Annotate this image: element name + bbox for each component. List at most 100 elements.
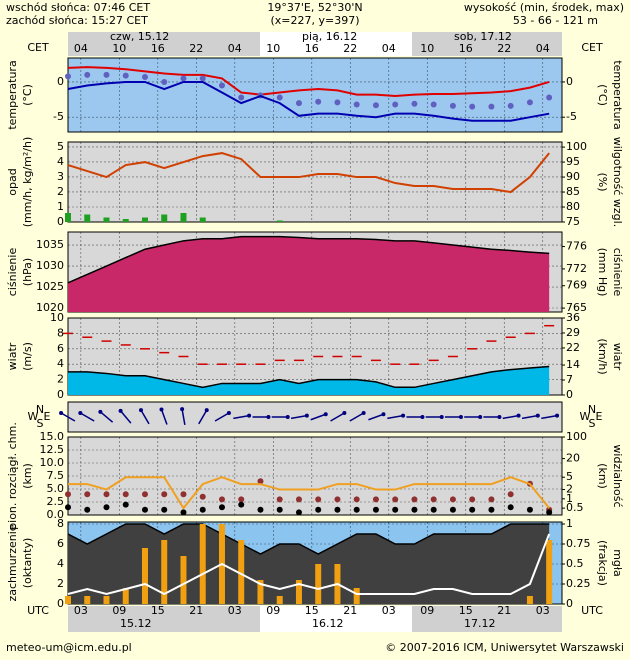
wind-arrow <box>310 413 326 421</box>
bar <box>257 580 264 604</box>
y2-tick-label: 22 <box>566 341 580 354</box>
dot <box>507 491 514 498</box>
wind-arrow <box>290 414 307 420</box>
wind-arrow-head <box>78 411 83 415</box>
y-axis-label: wiatr <box>6 342 19 370</box>
utc-tick-label: 15 <box>305 604 319 617</box>
y2-tick-label: 29 <box>566 326 580 339</box>
wind-arrow-head <box>535 413 540 418</box>
bar <box>161 214 168 222</box>
compass-label: S <box>589 417 596 430</box>
bar <box>103 596 110 604</box>
y-tick-label: 10.0 <box>40 456 65 469</box>
dot <box>334 506 341 513</box>
panel <box>67 57 563 133</box>
y2-tick-label: 1 <box>566 517 573 530</box>
bar <box>103 217 110 222</box>
dot <box>103 71 110 78</box>
y2-tick-label: 36 <box>566 311 580 324</box>
day-band <box>412 32 562 56</box>
compass-label: S <box>37 417 44 430</box>
dot <box>122 491 129 498</box>
cet-tick-label: 04 <box>74 42 88 55</box>
area <box>68 236 550 312</box>
wind-arrow <box>349 412 365 422</box>
wind-arrow-head <box>204 408 209 413</box>
dot <box>161 491 168 498</box>
utc-tick-label: 03 <box>74 604 88 617</box>
utc-tick-label: 09 <box>420 604 434 617</box>
day-label: czw, 15.12 <box>110 30 169 43</box>
y2-tick-label: 769 <box>566 279 587 292</box>
bar <box>141 548 148 604</box>
y-tick-label: 2 <box>57 577 64 590</box>
dot <box>257 478 264 485</box>
dot <box>430 101 437 108</box>
wind-arrow-head <box>180 407 185 412</box>
y-axis-label: pion. rozciągł. chm. <box>6 422 19 530</box>
wind-arrow <box>387 414 404 420</box>
y-axis-label: (m/s) <box>21 342 34 371</box>
dot <box>507 102 514 109</box>
line <box>67 533 551 596</box>
dot <box>103 504 110 511</box>
dot <box>238 501 245 508</box>
dot <box>334 99 341 106</box>
dot <box>353 506 360 513</box>
y2-axis-label: (%) <box>596 172 609 191</box>
bar <box>199 524 206 604</box>
wind-arrow-head <box>266 415 271 419</box>
cet-tick-label: 04 <box>228 42 242 55</box>
day-band <box>260 32 412 56</box>
wind-arrow-head <box>323 412 328 417</box>
utc-tick-label: 09 <box>112 604 126 617</box>
dot <box>141 491 148 498</box>
y-axis-label: (oktanty) <box>21 538 34 589</box>
bar <box>546 540 553 604</box>
sunrise: wschód słońca: 07:46 CET <box>6 1 150 14</box>
wind-arrow-head <box>285 415 290 419</box>
y-tick-label: 1025 <box>36 280 64 293</box>
utc-tick-label: 15 <box>459 604 473 617</box>
bar <box>238 540 245 604</box>
wind-arrow-head <box>516 413 521 418</box>
dot <box>141 74 148 81</box>
y-tick-label: 0 <box>57 597 64 610</box>
y2-tick-label: 85 <box>566 185 580 198</box>
y-tick-label: 4 <box>57 557 64 570</box>
dot <box>238 496 245 503</box>
y2-axis-label: (km/h) <box>596 338 609 374</box>
wind-arrow-head <box>138 408 143 413</box>
wind-arrow-head <box>247 413 252 418</box>
dot <box>218 496 225 503</box>
wind-arrow-head <box>159 407 164 412</box>
day-label: 15.12 <box>120 617 152 630</box>
day-label: pią, 16.12 <box>302 30 357 43</box>
email: meteo-um@icm.edu.pl <box>6 641 132 654</box>
line <box>67 66 550 98</box>
utc-tick-label: 09 <box>266 604 280 617</box>
wind-arrow <box>99 411 114 423</box>
dot <box>507 504 514 511</box>
y-axis-label: opad <box>6 168 19 195</box>
compass-label: E <box>44 410 51 423</box>
wind-arrow <box>521 414 538 420</box>
y2-tick-label: 100 <box>566 140 587 153</box>
dot <box>372 496 379 503</box>
y-tick-label: 8 <box>57 517 64 530</box>
dot <box>430 496 437 503</box>
dot <box>122 72 129 79</box>
cet-tick-label: 10 <box>112 42 126 55</box>
bar <box>315 564 322 604</box>
dot <box>84 506 91 513</box>
dot <box>218 82 225 89</box>
day-band <box>412 606 562 632</box>
area <box>68 524 550 604</box>
wind-arrow-head <box>98 409 103 414</box>
day-band <box>68 32 260 56</box>
compass-label: W <box>580 410 591 423</box>
y2-tick-label: 0 <box>566 388 573 401</box>
y-tick-label: 5 <box>57 140 64 153</box>
y-tick-label: 1 <box>57 200 64 213</box>
utc-tick-label: 21 <box>189 604 203 617</box>
